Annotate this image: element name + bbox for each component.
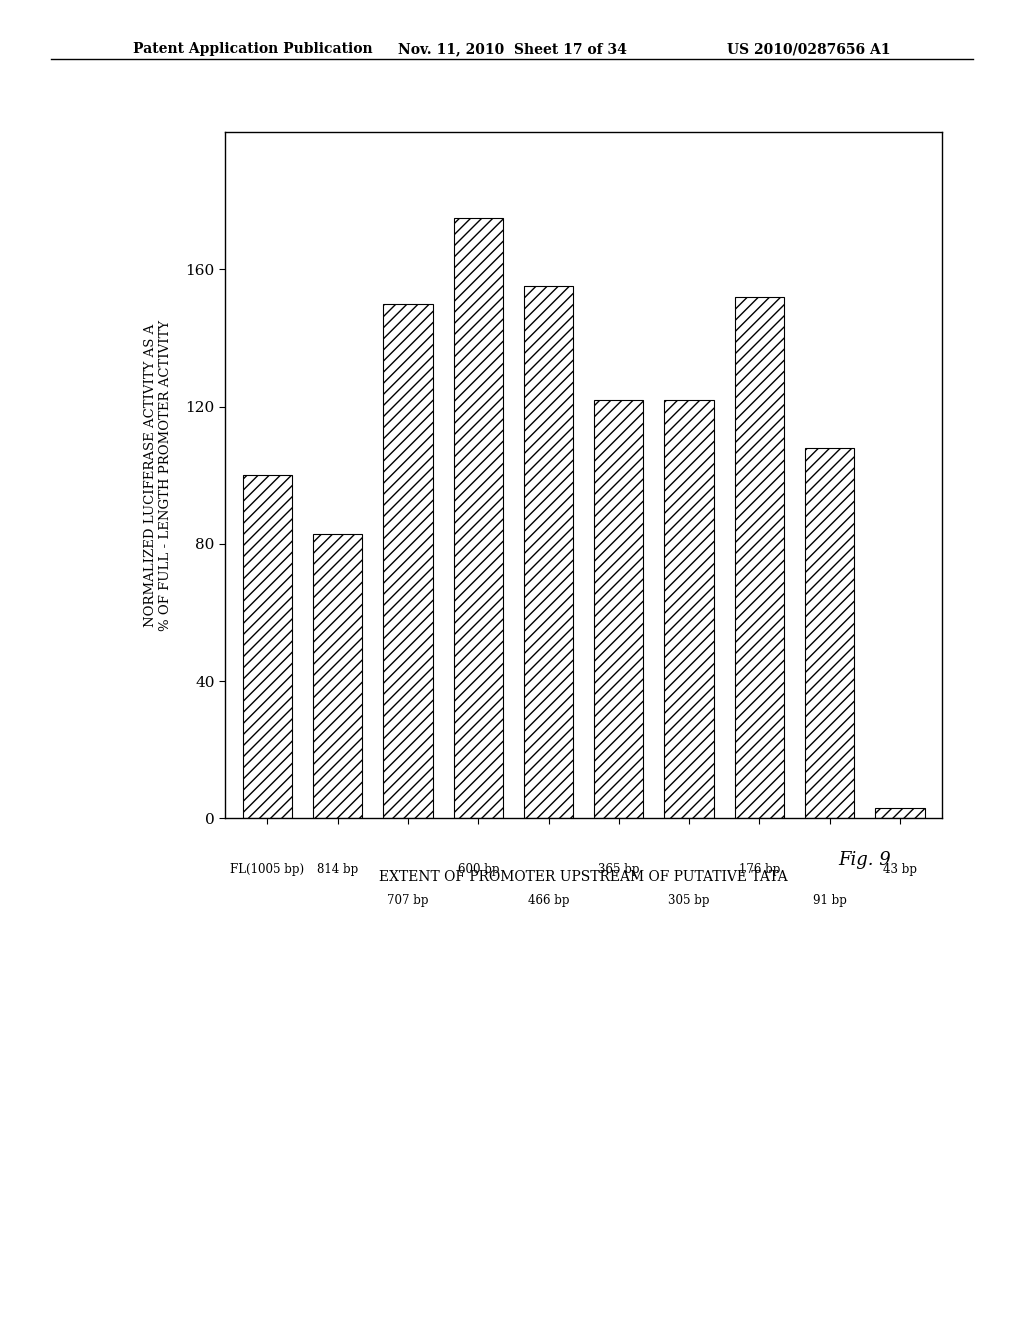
Text: 365 bp: 365 bp	[598, 863, 640, 876]
X-axis label: EXTENT OF PROMOTER UPSTREAM OF PUTATIVE TATA: EXTENT OF PROMOTER UPSTREAM OF PUTATIVE …	[379, 870, 788, 884]
Text: 91 bp: 91 bp	[813, 894, 847, 907]
Text: 600 bp: 600 bp	[458, 863, 499, 876]
Text: 305 bp: 305 bp	[669, 894, 710, 907]
Text: 814 bp: 814 bp	[317, 863, 358, 876]
Bar	[876, 808, 925, 818]
Text: 43 bp: 43 bp	[883, 863, 916, 876]
Bar	[524, 286, 573, 818]
Bar	[313, 533, 362, 818]
Bar	[383, 304, 432, 818]
Text: Nov. 11, 2010  Sheet 17 of 34: Nov. 11, 2010 Sheet 17 of 34	[397, 42, 627, 57]
Y-axis label: NORMALIZED LUCIFERASE ACTIVITY AS A
% OF FULL - LENGTH PROMOTER ACTIVITY: NORMALIZED LUCIFERASE ACTIVITY AS A % OF…	[143, 319, 172, 631]
Text: FL(1005 bp): FL(1005 bp)	[230, 863, 304, 876]
Bar	[454, 218, 503, 818]
Bar	[594, 400, 643, 818]
Text: 466 bp: 466 bp	[527, 894, 569, 907]
Text: 707 bp: 707 bp	[387, 894, 429, 907]
Text: Patent Application Publication: Patent Application Publication	[133, 42, 373, 57]
Bar	[243, 475, 292, 818]
Bar	[665, 400, 714, 818]
Text: 176 bp: 176 bp	[738, 863, 780, 876]
Text: Fig. 9: Fig. 9	[838, 851, 891, 870]
Text: US 2010/0287656 A1: US 2010/0287656 A1	[727, 42, 891, 57]
Bar	[805, 447, 854, 818]
Bar	[735, 297, 784, 818]
